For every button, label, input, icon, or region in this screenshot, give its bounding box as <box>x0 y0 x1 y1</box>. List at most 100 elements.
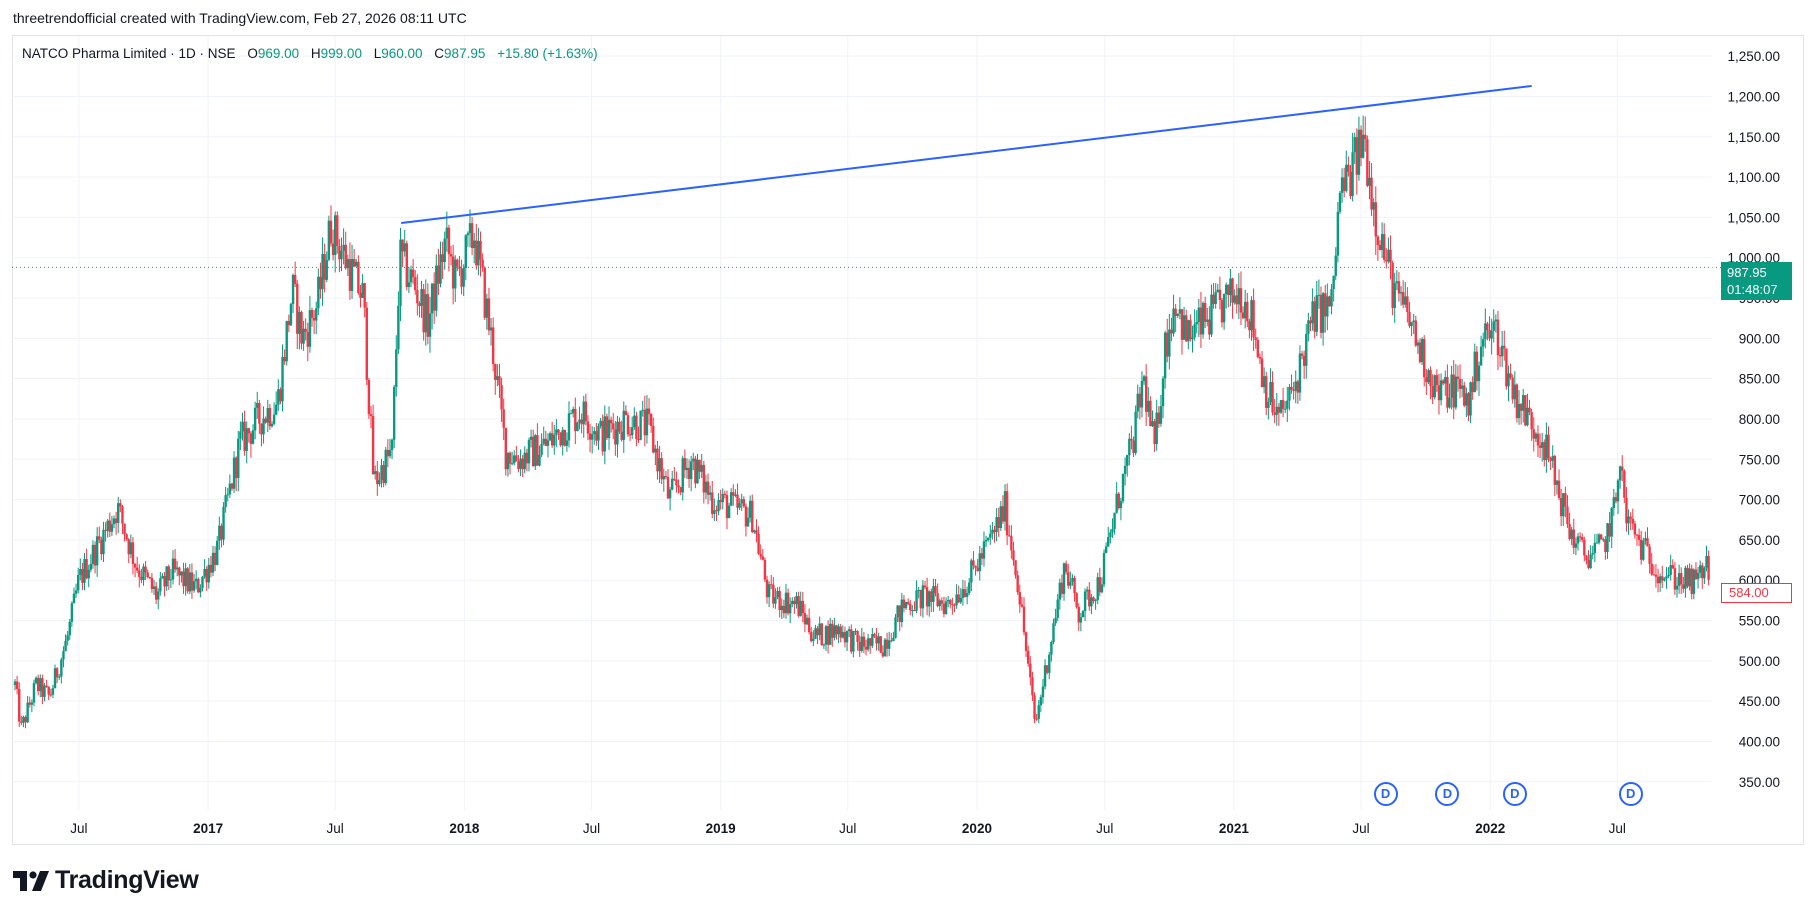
candle-body <box>1374 202 1377 237</box>
candle-body <box>1321 293 1325 333</box>
candle-body <box>58 676 61 678</box>
candle-body <box>1054 617 1057 624</box>
candle-body <box>643 409 647 436</box>
candle-body <box>1423 339 1426 378</box>
candle-body <box>561 429 564 446</box>
candle-body <box>1267 402 1270 408</box>
candle-body <box>639 410 642 440</box>
candle-body <box>991 529 994 534</box>
candle-body <box>1627 516 1630 524</box>
candle-body <box>220 525 223 540</box>
candle-body <box>862 636 866 647</box>
candle-body <box>180 571 183 576</box>
candle-body <box>845 631 849 643</box>
candle-body <box>1231 278 1234 303</box>
candle-body <box>207 564 210 583</box>
candle-body <box>866 638 870 650</box>
candle-body <box>477 240 480 266</box>
candle-body <box>708 492 712 495</box>
candle-body <box>1338 192 1342 212</box>
candle-body <box>380 465 383 481</box>
candle-body <box>721 493 724 503</box>
tradingview-logo[interactable]: TradingView <box>13 866 199 895</box>
candle-body <box>1397 281 1401 294</box>
candle-body <box>900 599 904 622</box>
chart-frame[interactable] <box>12 35 1804 845</box>
candle-body <box>711 492 714 514</box>
candle-body <box>1340 177 1344 193</box>
candle-body <box>936 593 939 607</box>
candle-body <box>30 702 34 705</box>
candle-body <box>628 434 632 436</box>
candle-body <box>986 537 990 541</box>
candle-body <box>1149 400 1152 427</box>
candle-body <box>1677 573 1681 586</box>
candle-body <box>1073 577 1076 594</box>
candle-body <box>473 240 476 248</box>
candle-body <box>226 494 229 496</box>
x-axis-tick-label: 2019 <box>706 821 736 836</box>
candle-body <box>106 520 109 531</box>
candle-body <box>1353 137 1356 153</box>
candle-body <box>114 518 118 524</box>
candle-body <box>633 415 636 428</box>
candle-body <box>1235 295 1238 305</box>
candle-body <box>20 721 23 723</box>
candle-body <box>753 530 756 533</box>
candle-body <box>1092 597 1095 601</box>
candle-body <box>1618 466 1622 481</box>
candle-body <box>405 243 409 288</box>
candle-body <box>1166 332 1169 357</box>
candle-body <box>1675 585 1679 590</box>
candle-body <box>732 492 735 496</box>
y-axis-tick-label: 850.00 <box>1739 372 1780 387</box>
dividend-marker[interactable]: D <box>1502 782 1527 806</box>
candle-body <box>980 553 984 559</box>
candle-body <box>534 435 537 467</box>
candle-body <box>1593 542 1597 554</box>
candle-body <box>1225 284 1228 295</box>
dividend-marker[interactable]: D <box>1373 782 1398 806</box>
candle-body <box>993 529 996 533</box>
candle-body <box>1199 307 1203 335</box>
candle-body <box>1454 376 1458 408</box>
candle-body <box>1218 289 1222 301</box>
candle-body <box>504 427 508 470</box>
candle-body <box>1460 385 1464 389</box>
candle-body <box>696 459 699 484</box>
candle-body <box>957 594 960 603</box>
candle-body <box>1530 412 1533 430</box>
candle-body <box>694 458 697 484</box>
candle-body <box>989 533 992 538</box>
candle-body <box>932 586 935 602</box>
candle-body <box>1557 480 1561 499</box>
candle-body <box>1153 421 1156 444</box>
candle-body <box>1246 301 1249 322</box>
candle-body <box>1543 442 1546 461</box>
dividend-marker[interactable]: D <box>1618 782 1643 806</box>
candle-body <box>1206 319 1209 322</box>
candle-body <box>1342 177 1346 191</box>
candle-body <box>152 586 156 589</box>
candle-body <box>1500 345 1504 357</box>
candle-body <box>1128 438 1131 456</box>
candle-body <box>1488 330 1491 339</box>
dividend-marker[interactable]: D <box>1435 782 1460 806</box>
y-axis-tick-label: 550.00 <box>1739 614 1780 629</box>
legend-high-value: 999.00 <box>320 46 362 61</box>
candle-body <box>1387 249 1390 262</box>
y-axis-tick-label: 650.00 <box>1739 533 1780 548</box>
low-price-tag: 584.00 <box>1721 583 1792 603</box>
candle-body <box>1410 321 1413 327</box>
candle-body <box>963 589 967 597</box>
candle-body <box>1524 395 1527 426</box>
candle-body <box>350 259 354 291</box>
candle-body <box>706 481 710 495</box>
candle-body <box>1376 236 1380 245</box>
x-axis-tick-label: 2017 <box>193 821 223 836</box>
candle-body <box>515 455 518 462</box>
candle-body <box>1357 129 1361 175</box>
candle-body <box>1602 539 1605 541</box>
candle-body <box>234 457 238 479</box>
